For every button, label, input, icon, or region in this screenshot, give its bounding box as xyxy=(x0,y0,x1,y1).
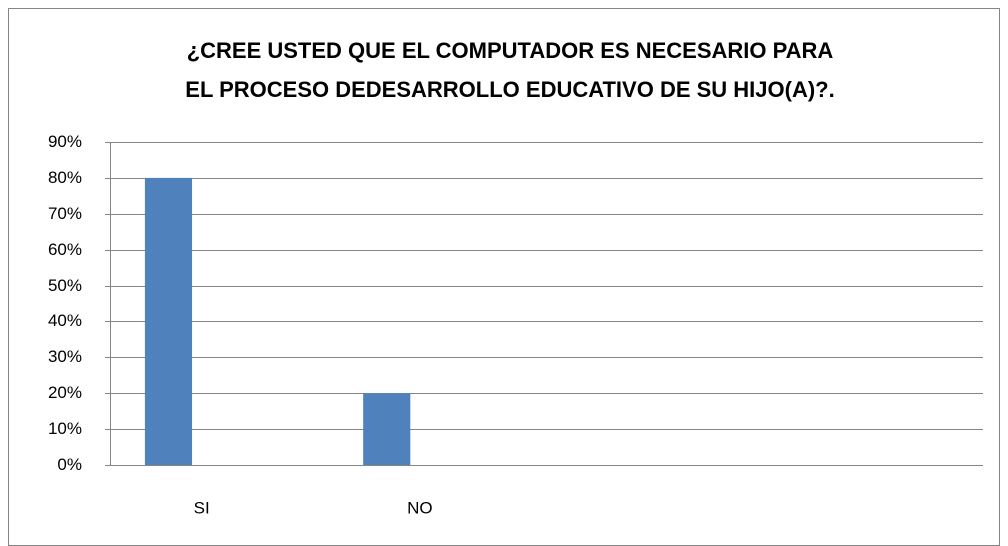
y-tick-label: 10% xyxy=(48,419,82,438)
y-tick-label: 0% xyxy=(57,455,82,474)
chart-title: ¿CREE USTED QUE EL COMPUTADOR ES NECESAR… xyxy=(187,38,834,63)
chart-title: EL PROCESO DEDESARROLLO EDUCATIVO DE SU … xyxy=(185,77,834,102)
y-tick-label: 50% xyxy=(48,276,82,295)
y-tick-label: 20% xyxy=(48,383,82,402)
y-tick-label: 90% xyxy=(48,132,82,151)
bar xyxy=(363,393,411,465)
x-tick-label: SI xyxy=(194,498,210,517)
y-tick-label: 70% xyxy=(48,204,82,223)
y-tick-label: 40% xyxy=(48,311,82,330)
y-tick-label: 80% xyxy=(48,168,82,187)
x-tick-label: NO xyxy=(407,498,433,517)
y-tick-label: 30% xyxy=(48,347,82,366)
y-tick-label: 60% xyxy=(48,240,82,259)
bar xyxy=(144,177,193,465)
